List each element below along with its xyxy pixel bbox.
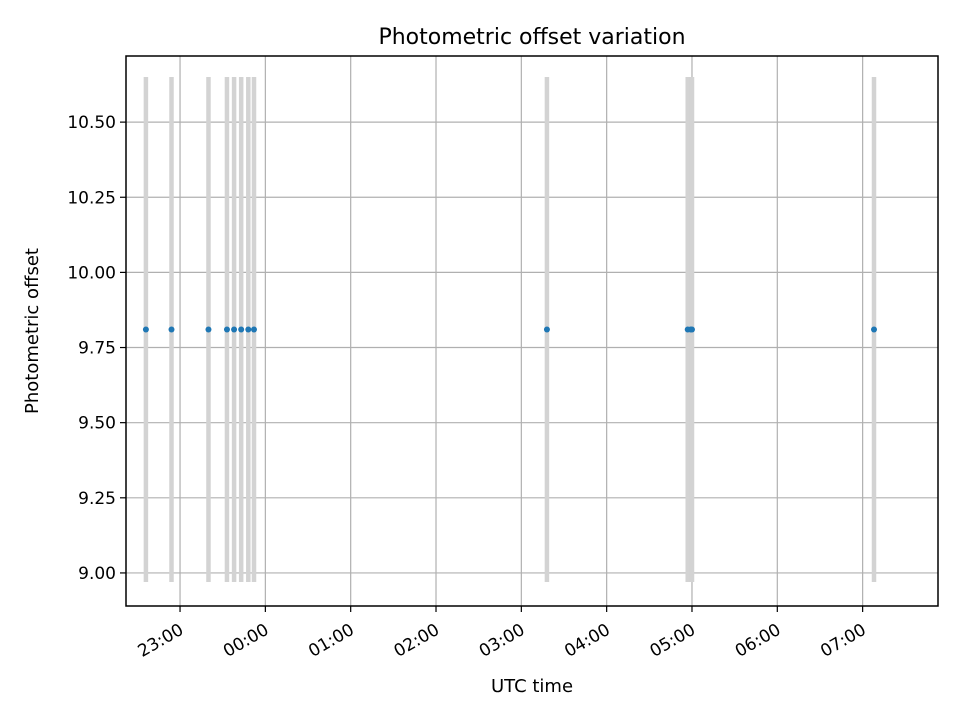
grid-lines — [126, 56, 938, 606]
data-point — [238, 326, 245, 333]
data-point — [168, 326, 175, 333]
chart-title: Photometric offset variation — [378, 25, 685, 50]
x-tick-label: 00:00 — [220, 620, 272, 662]
data-point — [142, 326, 149, 333]
data-point — [245, 326, 252, 333]
y-tick-label: 9.25 — [78, 489, 116, 509]
x-axis-label: UTC time — [491, 676, 573, 697]
x-tick-label: 06:00 — [732, 620, 784, 662]
data-point — [688, 326, 695, 333]
y-tick-label: 9.50 — [78, 414, 116, 434]
data-point — [223, 326, 230, 333]
x-tick-label: 01:00 — [305, 620, 357, 662]
x-tick-label: 07:00 — [817, 620, 869, 662]
x-tick-label: 05:00 — [647, 620, 699, 662]
data-point — [871, 326, 878, 333]
y-tick-label: 9.00 — [78, 564, 116, 584]
data-points — [142, 326, 878, 333]
data-point — [231, 326, 238, 333]
x-tick-label: 02:00 — [391, 620, 443, 662]
y-axis-ticks: 9.00 9.25 9.50 9.75 10.00 10.25 10.50 — [67, 113, 126, 584]
y-tick-label: 9.75 — [78, 339, 116, 359]
x-tick-label: 04:00 — [561, 620, 613, 662]
x-tick-label: 23:00 — [135, 620, 187, 662]
plot-frame — [125, 55, 939, 607]
y-tick-label: 10.25 — [67, 188, 116, 208]
x-tick-label: 03:00 — [476, 620, 528, 662]
data-point — [205, 326, 212, 333]
data-point — [250, 326, 257, 333]
y-axis-label: Photometric offset — [22, 248, 43, 414]
y-tick-label: 10.00 — [67, 263, 116, 283]
x-axis-ticks: 23:00 00:00 01:00 02:00 03:00 04:00 05:00 06:00… — [135, 606, 870, 662]
y-tick-label: 10.50 — [67, 113, 116, 133]
data-point — [543, 326, 550, 333]
